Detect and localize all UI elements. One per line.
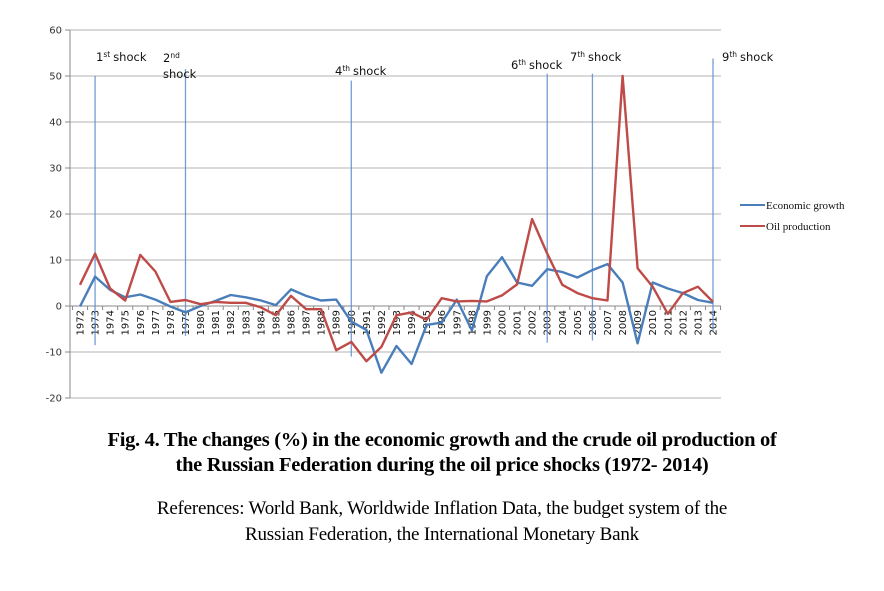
axes bbox=[69, 30, 721, 398]
references-line-2: Russian Federation, the International Mo… bbox=[245, 524, 639, 545]
shock-label: 9th shock bbox=[722, 50, 774, 64]
x-tick-label: 2009 bbox=[633, 310, 644, 335]
x-tick-label: 1978 bbox=[166, 310, 177, 335]
shock-label: 6th shock bbox=[511, 58, 563, 72]
x-tick-label: 2001 bbox=[513, 310, 524, 335]
x-tick-label: 1982 bbox=[226, 310, 237, 335]
y-tick-label: 50 bbox=[49, 72, 62, 83]
x-tick-label: 2002 bbox=[528, 310, 539, 335]
x-tick-label: 1984 bbox=[256, 310, 267, 335]
x-tick-label: 1994 bbox=[407, 310, 418, 335]
figure-caption: Fig. 4. The changes (%) in the economic … bbox=[20, 428, 864, 478]
x-tick-label: 1988 bbox=[317, 310, 328, 335]
y-tick-label: -10 bbox=[46, 348, 62, 359]
x-tick-label: 2011 bbox=[663, 310, 674, 335]
x-tick-label: 1995 bbox=[422, 310, 433, 335]
x-tick-label: 2003 bbox=[543, 310, 554, 335]
x-tick-label: 2014 bbox=[709, 310, 720, 335]
gridlines bbox=[70, 29, 721, 399]
x-tick-label: 1974 bbox=[106, 310, 117, 335]
shock-markers: 1st shock 2nd shock 4th shock 6th shock 7th shock… bbox=[94, 50, 774, 357]
x-tick-label: 1987 bbox=[302, 310, 313, 335]
y-tick-label: 30 bbox=[49, 164, 62, 175]
shock-label: 2nd shock bbox=[163, 51, 197, 81]
y-tick-label: 10 bbox=[49, 256, 62, 267]
caption-title-line-1: Fig. 4. The changes (%) in the economic … bbox=[107, 429, 777, 451]
x-tick-label: 2012 bbox=[678, 310, 689, 335]
shock-label: 4th shock bbox=[335, 64, 387, 78]
caption-title-line-2: the Russian Federation during the oil pr… bbox=[175, 454, 709, 476]
x-tick-label: 1997 bbox=[452, 310, 463, 335]
economic-growth-line bbox=[78, 256, 714, 374]
x-tick-label: 1981 bbox=[211, 310, 222, 335]
x-tick-label: 1980 bbox=[196, 310, 207, 335]
x-tick-label: 2010 bbox=[648, 310, 659, 335]
x-tick-label: 1975 bbox=[121, 310, 132, 335]
references-line-1: References: World Bank, Worldwide Inflat… bbox=[156, 498, 728, 519]
figure-references: References: World Bank, Worldwide Inflat… bbox=[20, 496, 864, 548]
legend: Economic growth Oil production bbox=[740, 200, 845, 233]
x-tick-label: 1999 bbox=[482, 310, 493, 335]
shock-label: 7th shock bbox=[570, 50, 622, 64]
legend-label: Economic growth bbox=[766, 200, 845, 212]
x-tick-label: 1989 bbox=[332, 310, 343, 335]
x-axis-ticks: 1972 1973 1974 1975 1976 1977 1978 1979 1980 1981… bbox=[71, 306, 722, 335]
x-tick-label: 1992 bbox=[377, 310, 388, 335]
x-tick-label: 2000 bbox=[498, 310, 509, 335]
x-tick-label: 1991 bbox=[362, 310, 373, 335]
shock-label: 1st shock bbox=[96, 50, 147, 64]
x-tick-label: 2013 bbox=[693, 310, 704, 335]
x-tick-label: 2006 bbox=[588, 310, 599, 335]
x-tick-label: 2008 bbox=[618, 310, 629, 335]
x-tick-label: 1985 bbox=[271, 310, 282, 335]
y-tick-label: 0 bbox=[56, 302, 62, 313]
x-tick-label: 1973 bbox=[91, 310, 102, 335]
x-tick-label: 1976 bbox=[136, 310, 147, 335]
oil-production-line bbox=[78, 74, 714, 363]
y-axis-ticks: 60 50 40 30 20 10 0 -10 -20 bbox=[46, 26, 70, 405]
x-tick-label: 1983 bbox=[241, 310, 252, 335]
x-tick-label: 1986 bbox=[287, 310, 298, 335]
y-tick-label: 60 bbox=[49, 26, 62, 37]
x-tick-label: 1979 bbox=[181, 310, 192, 335]
legend-label: Oil production bbox=[766, 221, 831, 233]
series-lines bbox=[78, 74, 714, 374]
x-tick-label: 1977 bbox=[151, 310, 162, 335]
x-tick-label: 1972 bbox=[76, 310, 87, 335]
x-tick-label: 1993 bbox=[392, 310, 403, 335]
x-tick-label: 2004 bbox=[558, 310, 569, 335]
y-tick-label: 20 bbox=[49, 210, 62, 221]
y-tick-label: -20 bbox=[46, 394, 62, 405]
x-tick-label: 2005 bbox=[573, 310, 584, 335]
x-tick-label: 2007 bbox=[603, 310, 614, 335]
y-tick-label: 40 bbox=[49, 118, 62, 129]
